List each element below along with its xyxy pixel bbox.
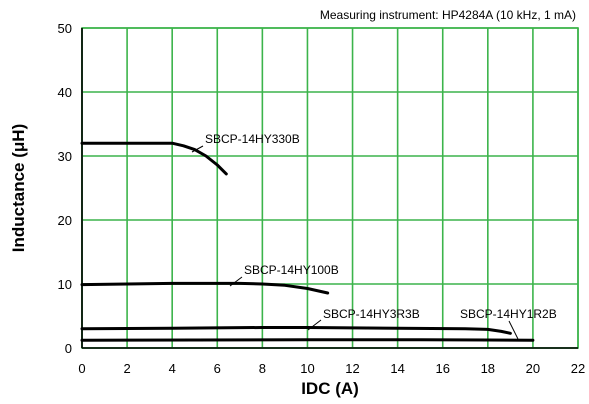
series-label-2: SBCP-14HY3R3B: [323, 307, 420, 321]
x-tick-label-11: 22: [571, 361, 585, 376]
x-tick-label-3: 6: [214, 361, 221, 376]
x-tick-label-0: 0: [78, 361, 85, 376]
series-leader-0: [191, 145, 204, 153]
x-tick-labels: 0 2 4 6 8 10 12 14 16 18 20 22: [78, 361, 585, 376]
y-tick-label-2: 20: [58, 213, 72, 228]
series-lines: [80, 141, 535, 342]
series-line-3: [80, 338, 535, 342]
series-label-3: SBCP-14HY1R2B: [460, 307, 557, 321]
x-tick-label-6: 12: [345, 361, 359, 376]
series-line-2: [80, 326, 512, 335]
y-tick-label-3: 30: [58, 149, 72, 164]
series-line-0: [80, 141, 228, 176]
series-leader-2: [307, 319, 322, 331]
y-axis-title: Inductance (μH): [9, 124, 28, 252]
x-tick-label-1: 2: [123, 361, 130, 376]
y-tick-label-5: 50: [58, 21, 72, 36]
x-tick-label-10: 20: [526, 361, 540, 376]
x-tick-label-7: 14: [390, 361, 404, 376]
y-tick-label-0: 0: [65, 341, 72, 356]
series-label-0: SBCP-14HY330B: [205, 132, 300, 146]
plot-frame: [81, 27, 579, 349]
plot-border: [81, 27, 579, 349]
x-tick-label-9: 18: [481, 361, 495, 376]
grid: [81, 27, 579, 349]
measurement-note: Measuring instrument: HP4284A (10 kHz, 1…: [320, 8, 576, 22]
series-leader-3: [508, 320, 519, 340]
label-leaders: [191, 145, 519, 340]
x-tick-label-8: 16: [435, 361, 449, 376]
series-label-1: SBCP-14HY100B: [244, 263, 339, 277]
y-tick-label-4: 40: [58, 85, 72, 100]
series-line-1: [80, 281, 330, 295]
y-tick-labels: 0 10 20 30 40 50: [58, 21, 72, 356]
x-axis-title: IDC (A): [301, 379, 359, 398]
x-tick-label-2: 4: [169, 361, 176, 376]
series-leader-1: [229, 276, 243, 287]
x-tick-label-5: 10: [300, 361, 314, 376]
y-tick-label-1: 10: [58, 277, 72, 292]
series-labels: SBCP-14HY330B SBCP-14HY100B SBCP-14HY3R3B S…: [205, 132, 557, 321]
x-tick-label-4: 8: [259, 361, 266, 376]
